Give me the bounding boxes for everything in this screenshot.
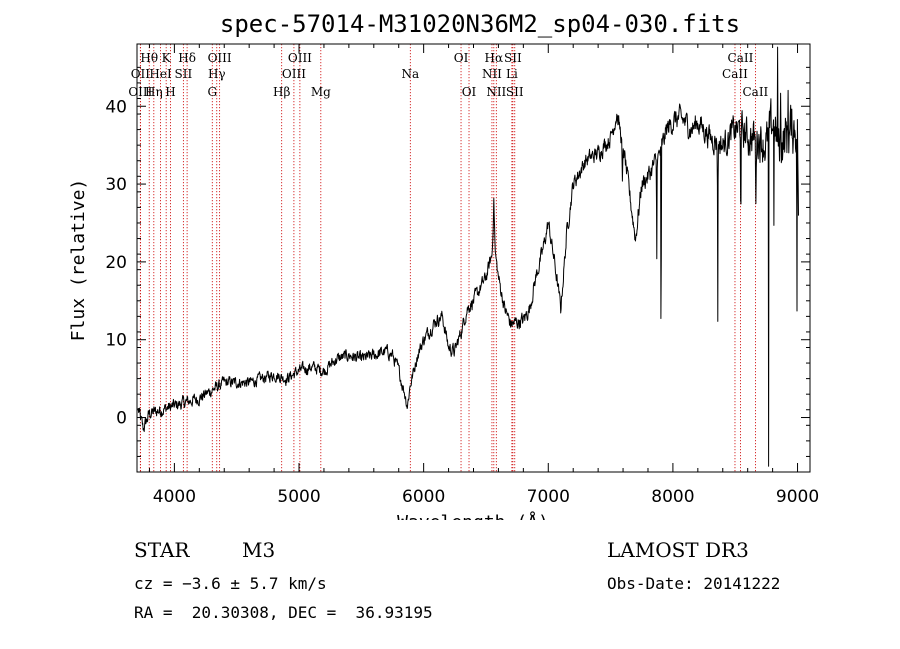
marker-label: K bbox=[162, 51, 172, 65]
marker-label: OIII bbox=[282, 67, 306, 81]
marker-label: CaII bbox=[728, 51, 754, 65]
subclass-label: M3 bbox=[242, 538, 276, 562]
x-tick-label: 5000 bbox=[277, 487, 320, 507]
marker-label: OII bbox=[131, 67, 151, 81]
marker-label: Mg bbox=[311, 85, 331, 99]
x-axis-label: Wavelength (Å) bbox=[397, 511, 549, 520]
spectrum-chart: spec-57014-M31020N36M2_sp04-030.fits Hθ O… bbox=[68, 10, 819, 520]
y-axis: 0 10 20 30 40 bbox=[105, 66, 810, 457]
x-tick-label: 4000 bbox=[153, 487, 196, 507]
redshift-text: cz = −3.6 ± 5.7 km/s bbox=[134, 574, 327, 593]
marker-label: Hα bbox=[485, 51, 504, 65]
spectrum-line bbox=[137, 46, 799, 467]
x-tick-label: 7000 bbox=[527, 487, 570, 507]
marker-label: Li bbox=[506, 67, 518, 81]
marker-label: OIII bbox=[208, 51, 232, 65]
chart-title: spec-57014-M31020N36M2_sp04-030.fits bbox=[220, 10, 740, 38]
marker-label: OIII bbox=[288, 51, 312, 65]
marker-label: SII bbox=[504, 51, 522, 65]
marker-label: SII bbox=[175, 67, 193, 81]
x-tick-label: 6000 bbox=[402, 487, 445, 507]
y-tick-label: 20 bbox=[105, 253, 127, 273]
survey-label: LAMOST DR3 bbox=[607, 538, 749, 562]
y-tick-label: 10 bbox=[105, 331, 127, 351]
marker-label: HeI bbox=[149, 67, 172, 81]
marker-label: NII bbox=[482, 67, 502, 81]
x-tick-label: 8000 bbox=[651, 487, 694, 507]
y-tick-label: 30 bbox=[105, 175, 127, 195]
y-axis-label: Flux (relative) bbox=[68, 179, 89, 342]
x-axis: 4000 5000 6000 7000 8000 9000 bbox=[148, 44, 819, 507]
marker-label: Hγ bbox=[208, 67, 226, 81]
x-tick-label: 9000 bbox=[776, 487, 819, 507]
marker-label: Na bbox=[401, 67, 419, 81]
marker-label: H bbox=[165, 85, 175, 99]
marker-label: G bbox=[207, 85, 217, 99]
marker-label: Hη bbox=[145, 85, 163, 99]
marker-label: NII bbox=[486, 85, 506, 99]
coordinates-text: RA = 20.30308, DEC = 36.93195 bbox=[134, 603, 433, 622]
marker-label: CaII bbox=[742, 85, 768, 99]
plot-frame bbox=[136, 43, 811, 473]
obs-date-text: Obs-Date: 20141222 bbox=[607, 574, 781, 593]
marker-label: OIII bbox=[128, 85, 152, 99]
marker-label: Hθ bbox=[140, 51, 158, 65]
class-label: STAR bbox=[134, 538, 190, 562]
marker-label: SII bbox=[506, 85, 524, 99]
y-tick-label: 0 bbox=[116, 409, 127, 429]
marker-label: CaII bbox=[722, 67, 748, 81]
y-tick-label: 40 bbox=[105, 97, 127, 117]
marker-label: OI bbox=[462, 85, 477, 99]
marker-lines bbox=[139, 44, 756, 472]
marker-label: OI bbox=[454, 51, 469, 65]
marker-label: Hβ bbox=[273, 85, 290, 99]
marker-label: Hδ bbox=[178, 51, 196, 65]
